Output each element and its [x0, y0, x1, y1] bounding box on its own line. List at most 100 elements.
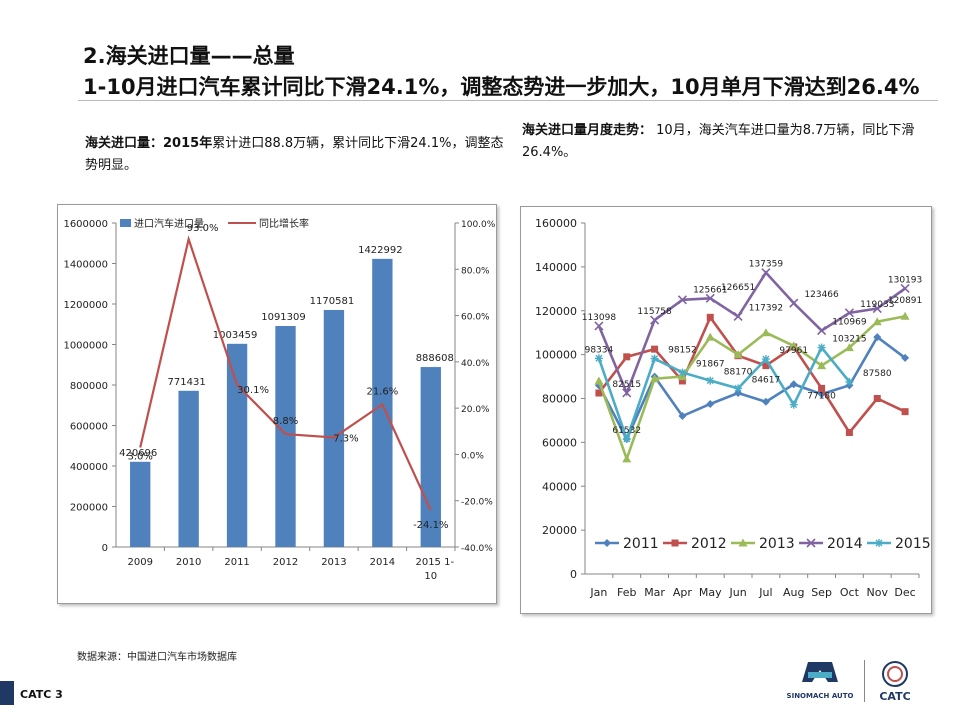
x-tick-label: Feb — [617, 586, 636, 599]
data-point — [733, 311, 743, 322]
data-point — [671, 539, 679, 547]
x-tick-label: 2013 — [321, 557, 346, 568]
catc-logo-text: CATC — [879, 690, 910, 703]
data-point — [706, 313, 714, 321]
data-label: 82515 — [612, 380, 641, 390]
data-point — [872, 303, 882, 314]
import-volume-bar — [275, 326, 296, 547]
data-label: 120891 — [888, 296, 922, 306]
x-tick-label: May — [699, 586, 722, 599]
data-point — [761, 355, 770, 364]
import-volume-bar — [420, 367, 441, 547]
data-point — [875, 539, 883, 547]
data-label: 84617 — [752, 375, 781, 385]
left-y-tick-label: 1600000 — [63, 219, 108, 230]
left-y-tick-label: 400000 — [70, 462, 108, 473]
growth-rate-label: 8.8% — [273, 416, 298, 427]
y-tick-label: 100000 — [535, 349, 577, 362]
data-point — [872, 317, 882, 326]
data-point — [817, 325, 827, 336]
data-point — [845, 429, 853, 437]
data-point — [678, 377, 686, 385]
series-line-2015 — [597, 345, 851, 443]
left-desc-text: 累计进口88.8万辆，累计同比下滑24.1%，调整态势明显。 — [85, 136, 504, 173]
data-point — [761, 397, 770, 406]
data-point — [733, 350, 743, 359]
right-desc-text: 10月，海关汽车进口量为8.7万辆，同比下滑26.4%。 — [522, 123, 915, 160]
import-volume-bar — [178, 390, 199, 547]
bar-value-label: 420696 — [119, 448, 157, 459]
data-point — [622, 454, 632, 463]
bar-value-label: 1091309 — [261, 312, 306, 323]
data-point — [873, 395, 881, 402]
growth-rate-label: 7.3% — [333, 434, 358, 445]
bar-value-label: 771431 — [168, 377, 206, 388]
right-y-tick-label: 0.0% — [461, 451, 484, 461]
data-point — [705, 332, 715, 341]
data-point — [594, 354, 603, 363]
legend-label: 2012 — [691, 536, 727, 552]
left-y-tick-label: 1000000 — [63, 341, 108, 352]
right-y-tick-label: 40.0% — [461, 359, 490, 369]
left-y-tick-label: 200000 — [70, 503, 108, 514]
data-point — [806, 538, 816, 548]
data-label: 130193 — [888, 275, 922, 285]
legend-swatch-volume — [120, 219, 131, 227]
x-tick-label: 2010 — [176, 557, 201, 568]
footer-accent — [0, 681, 14, 705]
x-tick-label: 2011 — [224, 557, 249, 568]
data-label: 110969 — [832, 318, 867, 328]
data-label: 91867 — [696, 359, 725, 369]
data-point — [622, 435, 631, 444]
data-point — [900, 283, 910, 293]
data-point — [817, 390, 826, 399]
import-volume-bar — [130, 461, 151, 547]
growth-rate-line — [139, 235, 432, 511]
left-y-tick-label: 600000 — [70, 422, 108, 433]
data-label: 126651 — [721, 283, 755, 293]
data-point — [595, 389, 603, 397]
legend-label-rate: 同比增长率 — [259, 217, 309, 230]
data-label: 119033 — [860, 300, 894, 310]
growth-rate-label: -24.1% — [413, 520, 448, 531]
x-tick-label: Jun — [728, 586, 746, 599]
data-label: 113098 — [582, 313, 617, 323]
y-tick-label: 140000 — [535, 261, 577, 274]
x-tick-label: Jul — [758, 586, 772, 599]
data-point — [873, 333, 882, 342]
series-line-2012 — [597, 314, 906, 435]
legend-label: 2013 — [759, 536, 795, 552]
series-line-2011 — [597, 335, 906, 443]
data-label: 97961 — [779, 346, 808, 356]
data-point — [761, 268, 771, 278]
data-label: 103215 — [832, 335, 866, 345]
right-y-tick-label: 20.0% — [461, 405, 490, 415]
left-description: 海关进口量：2015年累计进口88.8万辆，累计同比下滑24.1%，调整态势明显… — [85, 133, 505, 177]
annual-import-chart-frame: 0 200000 400000 600000 800000 1000000 1200000 1… — [57, 204, 497, 604]
data-point — [845, 377, 854, 386]
x-tick-label: 2009 — [127, 557, 152, 568]
left-desc-label: 海关进口量： — [85, 136, 164, 151]
right-y-tick-label: -40.0% — [461, 544, 493, 554]
footer-page-label: CATC 3 — [20, 688, 63, 701]
data-label: 98152 — [668, 346, 697, 356]
legend-label-volume: 进口汽车进口量 — [134, 217, 204, 230]
data-point — [817, 361, 827, 370]
monthly-import-chart-frame: 0 20000 40000 60000 80000 100000 120000 140000 1… — [520, 206, 932, 614]
catc-logo: CATC — [870, 656, 920, 706]
data-label: 137359 — [749, 260, 784, 270]
bar-value-label: 1422992 — [358, 245, 403, 256]
data-point — [651, 345, 659, 353]
import-volume-bar — [372, 258, 393, 547]
logo-divider — [864, 660, 865, 702]
data-point — [789, 298, 799, 308]
data-label: 123466 — [804, 290, 839, 300]
left-y-tick-label: 800000 — [70, 381, 108, 392]
data-point — [650, 374, 660, 383]
data-point — [623, 353, 631, 361]
right-description: 海关进口量月度走势： 10月，海关汽车进口量为8.7万辆，同比下滑26.4%。 — [522, 120, 922, 164]
data-point — [734, 384, 743, 393]
data-point — [762, 362, 770, 370]
data-point — [818, 384, 826, 392]
x-tick-label: 2012 — [273, 557, 298, 568]
